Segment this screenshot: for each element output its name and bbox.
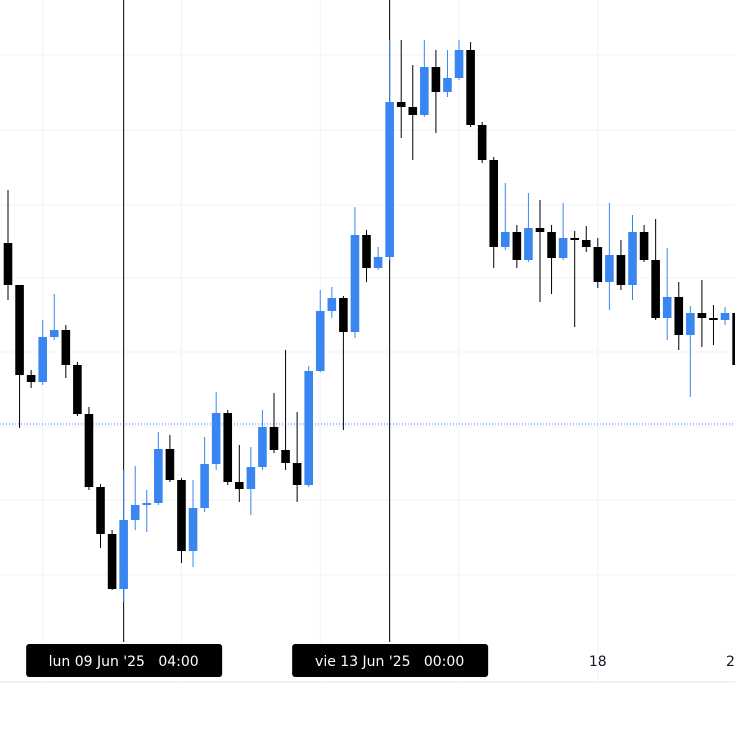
candle-body — [246, 467, 256, 489]
candle-body — [524, 228, 533, 260]
candle-body — [454, 50, 464, 78]
candle-body — [327, 298, 337, 311]
candle-body — [651, 260, 660, 318]
candle-body — [686, 313, 695, 335]
crosshair-label: lun 09 Jun '25 04:00 — [26, 644, 223, 677]
candle-body — [269, 427, 279, 450]
candle-body — [281, 450, 290, 463]
crosshair-label: vie 13 Jun '25 00:00 — [292, 644, 489, 677]
candle-body — [258, 427, 267, 467]
candle-body — [188, 508, 198, 551]
candle-body — [73, 365, 82, 414]
candle-body — [96, 487, 105, 534]
candle-body — [420, 67, 429, 115]
candle-body — [431, 67, 441, 92]
candle-body — [119, 520, 128, 589]
candle-body — [61, 330, 71, 365]
candle-body — [732, 313, 735, 365]
candle-body — [49, 330, 59, 337]
candle-body — [165, 449, 175, 480]
candle-body — [362, 235, 371, 268]
candle-body — [489, 160, 499, 247]
x-tick-label: 2 — [726, 654, 735, 670]
crosshair-label-box — [26, 644, 223, 677]
candle-body — [154, 449, 163, 503]
candle-body — [292, 463, 302, 485]
candle-body — [581, 240, 591, 247]
candle-body — [605, 255, 614, 282]
candle-body — [26, 375, 36, 382]
candle-body — [547, 232, 556, 258]
candle-body — [107, 534, 117, 589]
crosshair-label-box — [292, 644, 489, 677]
candle-body — [15, 285, 24, 375]
candle-body — [200, 464, 209, 508]
candle-body — [466, 50, 475, 125]
candle-body — [500, 232, 510, 247]
candle-body — [235, 482, 244, 489]
x-tick-label: vie 13 Jun '25 00:00 — [315, 654, 464, 670]
candle-body — [396, 102, 406, 107]
candle-body — [350, 235, 360, 332]
candle-body — [535, 228, 545, 232]
candle-body — [304, 371, 313, 485]
candle-body — [408, 107, 418, 115]
candle-body — [674, 297, 684, 335]
candle-body — [373, 257, 383, 268]
candle-body — [616, 255, 626, 285]
candle-body — [628, 232, 637, 285]
candle-body — [315, 311, 325, 371]
x-tick-label: 18 — [589, 654, 607, 670]
candle-body — [558, 238, 568, 258]
candle-body — [720, 313, 730, 320]
candle-body — [443, 78, 452, 92]
candle-body — [512, 232, 522, 260]
candle-body — [709, 318, 718, 320]
candle-body — [223, 413, 233, 482]
candle-body — [593, 247, 603, 282]
x-tick-label: lun 09 Jun '25 04:00 — [49, 654, 199, 670]
candle-body — [639, 232, 649, 260]
candle-body — [477, 125, 487, 160]
candle-body — [662, 297, 672, 318]
candle-body — [130, 505, 140, 520]
candle-body — [339, 298, 348, 332]
candle-body — [38, 337, 47, 382]
candle-body — [177, 480, 186, 551]
candle-body — [84, 414, 94, 487]
candle-body — [3, 243, 13, 285]
candle-body — [697, 313, 707, 318]
candle-body — [385, 102, 394, 257]
candle-body — [570, 238, 579, 240]
candle-body — [142, 503, 152, 505]
candle-body — [211, 413, 221, 464]
